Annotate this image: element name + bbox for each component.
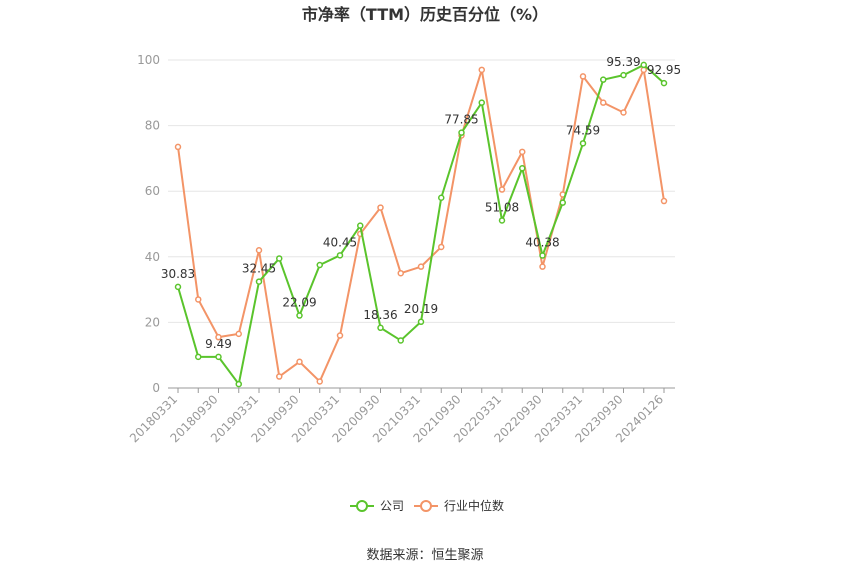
data-point [296,358,303,366]
y-tick-label: 20 [145,315,160,329]
data-point [498,217,506,224]
series-industry-median [174,66,668,385]
data-point [660,197,668,205]
data-point [620,109,627,116]
series-line [177,63,665,386]
chart-title: 市净率（TTM）历史百分位（%） [302,5,548,24]
data-point [235,330,242,338]
data-point [215,333,222,341]
y-tick-label: 0 [152,381,160,395]
data-label: 18.36 [363,308,397,322]
data-label: 32.45 [242,262,276,276]
legend-item-industry-median: 行业中位数 [414,498,504,513]
legend-label: 公司 [380,499,404,513]
data-label: 9.49 [205,337,232,351]
data-point [357,222,364,229]
y-tick-label: 60 [145,184,160,198]
data-point [458,129,465,136]
data-point [600,99,607,106]
data-point [377,324,384,332]
data-point [559,199,566,206]
data-label: 20.19 [404,302,438,316]
data-point [438,194,445,202]
data-point [195,296,202,303]
data-point [316,378,323,385]
data-label: 22.09 [282,296,316,310]
data-label: 74.59 [566,123,600,137]
data-label: 95.39 [606,55,640,69]
data-point [276,255,283,262]
data-point [519,148,526,156]
data-point [377,204,384,211]
data-point [397,269,404,277]
data-label: 30.83 [161,267,195,281]
data-point [215,353,222,361]
data-point [579,140,587,147]
data-point [195,353,202,361]
data-point [397,337,404,344]
grid [168,59,675,323]
y-tick-label: 80 [145,119,160,133]
data-point [539,263,546,270]
data-point [336,332,344,339]
data-point [478,66,485,74]
data-point [498,186,506,193]
data-labels: 30.83 9.49 32.45 22.09 40.45 18.36 20.19 77.85 5… [161,55,681,351]
data-label: 40.38 [525,236,559,250]
series-layer [174,61,668,388]
legend-label: 行业中位数 [444,498,504,513]
legend: 公司 行业中位数 [350,498,504,513]
series-company [174,61,668,388]
data-label: 51.08 [485,200,519,214]
data-point [660,79,668,87]
data-point [640,61,647,69]
data-point [417,263,425,270]
data-point [417,318,425,326]
data-label: 77.85 [444,113,478,127]
legend-swatch-marker [356,500,368,512]
legend-item-company: 公司 [350,499,404,513]
data-point [316,261,323,269]
data-point [539,252,546,259]
data-point [478,99,485,106]
data-point [519,164,526,172]
y-tick-label: 100 [137,53,160,67]
data-label: 40.45 [323,235,357,249]
data-point [255,278,263,285]
data-source: 数据来源：恒生聚源 [366,548,483,563]
data-point [600,76,607,83]
data-label: 92.95 [647,63,681,77]
data-point [438,243,445,251]
data-point [235,380,242,388]
data-point [255,246,263,254]
data-point [579,73,587,80]
legend-swatch-marker [420,500,432,512]
data-point [276,373,283,380]
data-point [620,71,627,79]
data-point [296,312,303,319]
data-point [174,143,182,151]
data-point [174,283,182,291]
y-tick-label: 40 [145,250,160,264]
data-point [336,252,344,259]
